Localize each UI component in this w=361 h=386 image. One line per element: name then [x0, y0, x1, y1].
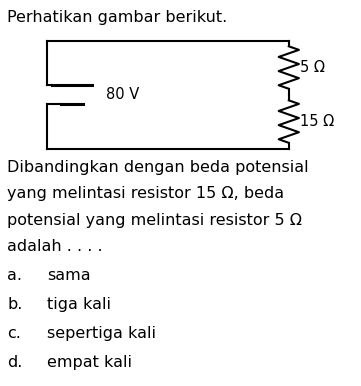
Text: tiga kali: tiga kali: [47, 297, 111, 312]
Text: Perhatikan gambar berikut.: Perhatikan gambar berikut.: [7, 10, 227, 25]
Text: empat kali: empat kali: [47, 355, 132, 370]
Text: Dibandingkan dengan beda potensial: Dibandingkan dengan beda potensial: [7, 160, 309, 175]
Text: d.: d.: [7, 355, 23, 370]
Text: sama: sama: [47, 268, 91, 283]
Text: a.: a.: [7, 268, 22, 283]
Text: 80 V: 80 V: [106, 87, 140, 102]
Text: 5 Ω: 5 Ω: [300, 60, 325, 75]
Text: sepertiga kali: sepertiga kali: [47, 326, 156, 341]
Text: 15 Ω: 15 Ω: [300, 114, 334, 129]
Text: adalah . . . .: adalah . . . .: [7, 239, 103, 254]
Text: potensial yang melintasi resistor 5 Ω: potensial yang melintasi resistor 5 Ω: [7, 213, 302, 228]
Text: c.: c.: [7, 326, 21, 341]
Text: b.: b.: [7, 297, 23, 312]
Text: yang melintasi resistor 15 Ω, beda: yang melintasi resistor 15 Ω, beda: [7, 186, 284, 201]
